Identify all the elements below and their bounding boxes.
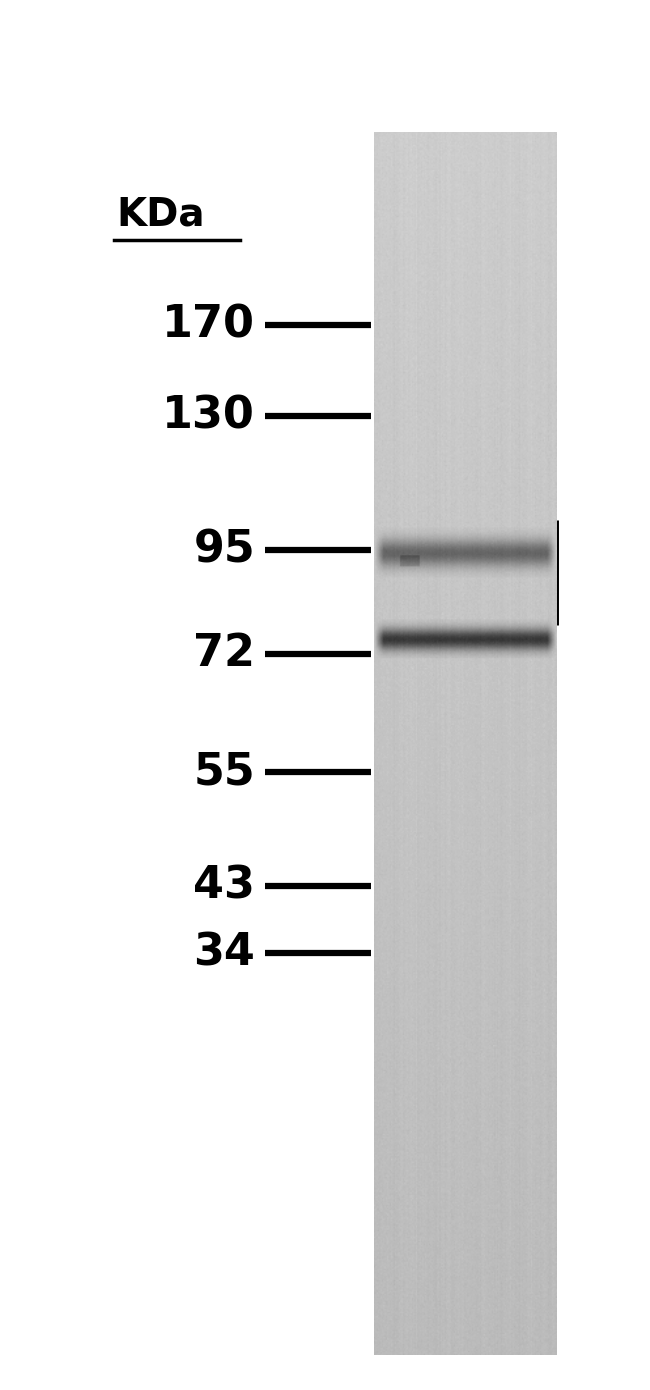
Text: 130: 130 [162,395,255,438]
Text: 55: 55 [193,751,255,794]
Text: A: A [424,210,459,253]
Text: 43: 43 [193,865,255,908]
Text: 34: 34 [193,931,255,974]
Text: KDa: KDa [116,196,205,234]
Text: 95: 95 [193,528,255,571]
Text: 170: 170 [162,303,255,346]
Text: 72: 72 [193,632,255,676]
